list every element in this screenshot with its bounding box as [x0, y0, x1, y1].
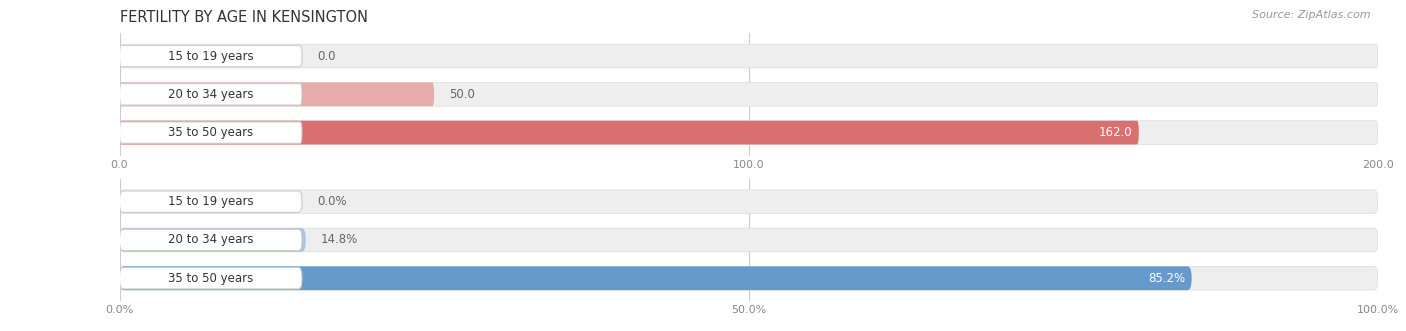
FancyBboxPatch shape: [120, 84, 302, 105]
Text: 20 to 34 years: 20 to 34 years: [167, 88, 253, 101]
FancyBboxPatch shape: [120, 266, 1378, 290]
FancyBboxPatch shape: [120, 267, 302, 289]
Text: 35 to 50 years: 35 to 50 years: [169, 272, 253, 285]
Text: 35 to 50 years: 35 to 50 years: [169, 126, 253, 139]
FancyBboxPatch shape: [120, 266, 1192, 290]
FancyBboxPatch shape: [120, 45, 302, 67]
FancyBboxPatch shape: [120, 44, 1378, 68]
FancyBboxPatch shape: [120, 122, 302, 143]
Text: 85.2%: 85.2%: [1149, 272, 1185, 285]
FancyBboxPatch shape: [120, 229, 302, 251]
FancyBboxPatch shape: [120, 228, 1378, 252]
FancyBboxPatch shape: [120, 191, 302, 213]
Text: 0.0: 0.0: [318, 50, 336, 63]
FancyBboxPatch shape: [120, 190, 1378, 213]
Text: 162.0: 162.0: [1099, 126, 1132, 139]
Text: Source: ZipAtlas.com: Source: ZipAtlas.com: [1253, 10, 1371, 20]
FancyBboxPatch shape: [120, 82, 1378, 106]
Text: 14.8%: 14.8%: [321, 233, 359, 247]
FancyBboxPatch shape: [120, 121, 1139, 144]
Text: 15 to 19 years: 15 to 19 years: [167, 195, 253, 208]
Text: 15 to 19 years: 15 to 19 years: [167, 50, 253, 63]
FancyBboxPatch shape: [120, 82, 434, 106]
Text: 0.0%: 0.0%: [318, 195, 347, 208]
Text: 50.0: 50.0: [449, 88, 475, 101]
Text: 20 to 34 years: 20 to 34 years: [167, 233, 253, 247]
FancyBboxPatch shape: [120, 121, 1378, 144]
FancyBboxPatch shape: [120, 228, 305, 252]
Text: FERTILITY BY AGE IN KENSINGTON: FERTILITY BY AGE IN KENSINGTON: [120, 10, 367, 25]
